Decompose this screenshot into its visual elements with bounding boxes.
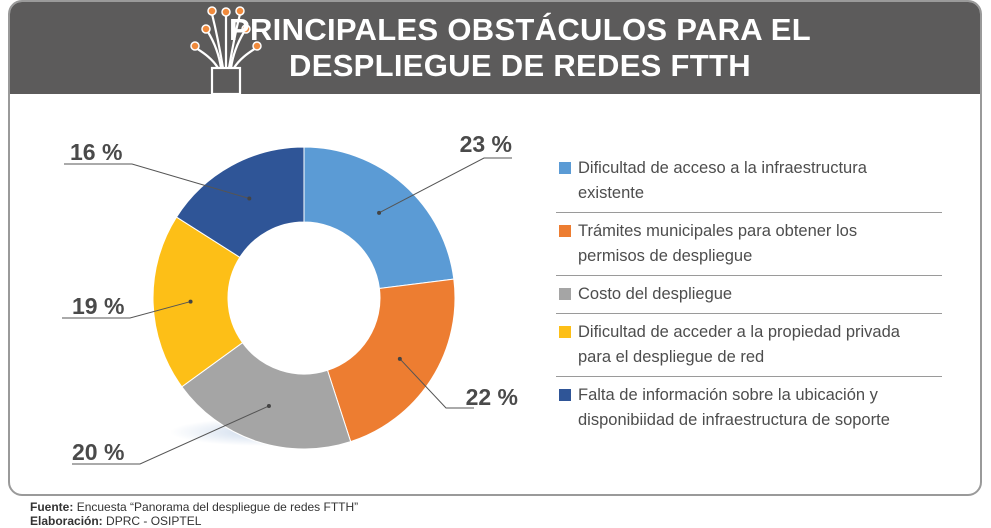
- leader-dot: [188, 299, 193, 304]
- value-label: 20 %: [72, 439, 124, 465]
- donut-slice: [326, 278, 456, 443]
- leader-lines: [62, 157, 512, 465]
- legend-text-line1: Dificultad de acceso a la infraestructur…: [578, 159, 867, 177]
- source-label: Fuente:: [30, 500, 74, 514]
- legend-text-line2: disponibiidad de infraestructura de sopo…: [578, 411, 890, 429]
- leader-line: [64, 163, 250, 200]
- header-bar: PRINCIPALES OBSTÁCULOS PARA EL DESPLIEGU…: [10, 2, 980, 94]
- title-line-2: DESPLIEGUE DE REDES FTTH: [289, 48, 751, 83]
- value-label: 22 %: [466, 384, 518, 410]
- legend-swatch: [559, 225, 571, 237]
- legend-text-line2: existente: [578, 184, 645, 202]
- leader-dot: [247, 196, 252, 201]
- legend-swatch: [559, 162, 571, 174]
- value-label: 16 %: [70, 139, 122, 165]
- leader-line: [62, 301, 191, 319]
- legend-item: Dificultad de acceder a la propiedad pri…: [556, 314, 942, 377]
- leader-line: [399, 358, 474, 409]
- legend-text-line2: permisos de despliegue: [578, 247, 753, 265]
- chart-legend: Dificultad de acceso a la infraestructur…: [556, 150, 942, 439]
- leader-dot: [397, 356, 402, 361]
- donut-slices: [152, 146, 456, 450]
- legend-swatch: [559, 326, 571, 338]
- legend-item: Costo del despliegue: [556, 276, 942, 314]
- value-label: 19 %: [72, 293, 124, 319]
- legend-swatch: [559, 389, 571, 401]
- legend-text-line1: Costo del despliegue: [578, 285, 733, 303]
- legend-item: Falta de información sobre la ubicación …: [556, 377, 942, 439]
- source-line: Fuente: Encuesta “Panorama del despliegu…: [30, 500, 358, 514]
- donut-hole: [228, 222, 380, 374]
- fiber-optic-icon: [190, 6, 262, 94]
- legend-item: Trámites municipales para obtener los pe…: [556, 213, 942, 276]
- legend-swatch: [559, 288, 571, 300]
- author-text: DPRC - OSIPTEL: [106, 514, 202, 528]
- author-line: Elaboración: DPRC - OSIPTEL: [30, 514, 358, 528]
- legend-text-line1: Dificultad de acceder a la propiedad pri…: [578, 323, 900, 341]
- legend-item: Dificultad de acceso a la infraestructur…: [556, 150, 942, 213]
- legend-text-line1: Trámites municipales para obtener los: [578, 222, 858, 240]
- leader-dot: [266, 403, 271, 408]
- infographic-card: PRINCIPALES OBSTÁCULOS PARA EL DESPLIEGU…: [8, 0, 982, 496]
- leader-line: [72, 405, 270, 465]
- leader-dot: [377, 210, 382, 215]
- leader-line: [378, 157, 512, 214]
- page-title: PRINCIPALES OBSTÁCULOS PARA EL DESPLIEGU…: [10, 12, 980, 84]
- title-line-1: PRINCIPALES OBSTÁCULOS PARA EL: [229, 12, 811, 47]
- legend-text-line2: para el despliegue de red: [578, 348, 765, 366]
- source-text: Encuesta “Panorama del despliegue de red…: [76, 500, 359, 514]
- author-label: Elaboración:: [30, 514, 103, 528]
- value-label: 23 %: [460, 131, 512, 157]
- legend-text-line1: Falta de información sobre la ubicación …: [578, 386, 878, 404]
- value-labels: 23 % 22 % 20 % 19 % 16 %: [70, 131, 518, 465]
